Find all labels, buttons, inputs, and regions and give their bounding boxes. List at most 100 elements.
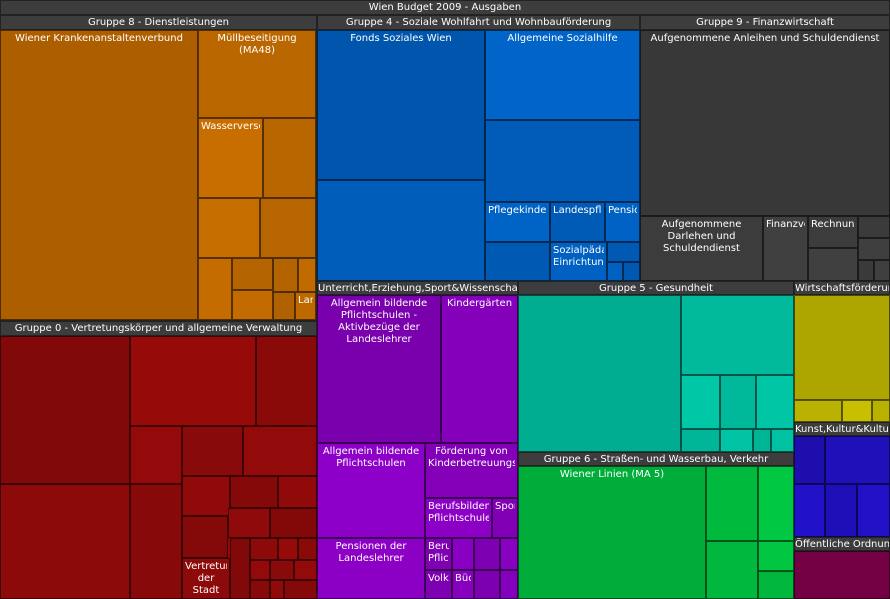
treemap-cell[interactable] [298, 538, 317, 560]
treemap-cell[interactable] [518, 295, 681, 452]
treemap-cell[interactable] [228, 508, 270, 538]
treemap-cell[interactable] [474, 570, 500, 599]
treemap-cell[interactable] [198, 258, 232, 320]
treemap-cell[interactable] [720, 375, 756, 429]
treemap-cell[interactable] [858, 238, 890, 260]
treemap-cell[interactable] [260, 198, 316, 258]
treemap-cell[interactable] [0, 484, 130, 599]
treemap-cell[interactable]: Kindergärten [441, 295, 518, 443]
treemap-cell[interactable]: Pensionen [605, 202, 640, 242]
treemap-cell[interactable] [681, 295, 794, 375]
treemap-cell[interactable] [270, 508, 317, 538]
treemap-cell[interactable]: Volksbildung [425, 570, 452, 599]
treemap-cell[interactable] [794, 551, 890, 599]
treemap-cell[interactable] [250, 560, 270, 580]
treemap-cell[interactable]: Allgemeine Sozialhilfe [485, 30, 640, 120]
treemap-cell[interactable] [130, 484, 182, 599]
treemap-cell[interactable] [182, 426, 243, 476]
treemap-cell[interactable] [270, 580, 284, 599]
treemap-cell[interactable]: Vertretungskörper der Stadt [182, 558, 230, 599]
treemap-cell[interactable]: Rechnungsabschluss [808, 216, 858, 248]
treemap-cell[interactable] [485, 242, 550, 281]
treemap-cell[interactable] [230, 538, 250, 599]
treemap-cell[interactable] [278, 538, 298, 560]
treemap-cell[interactable] [858, 216, 890, 238]
treemap-cell[interactable]: Förderung von Kinderbetreuungseinrichtun… [425, 443, 518, 498]
treemap-cell[interactable] [753, 429, 771, 452]
treemap-cell[interactable] [250, 538, 278, 560]
treemap-cell[interactable] [232, 290, 273, 320]
treemap-cell[interactable] [808, 248, 858, 281]
treemap-cell[interactable]: Allgemein bildende Pflichtschulen - Akti… [317, 295, 441, 443]
treemap-cell[interactable] [825, 484, 857, 537]
treemap-cell[interactable] [758, 541, 794, 571]
treemap-cell[interactable] [485, 120, 640, 202]
treemap-cell[interactable]: Pflegekindereinrichtungen [485, 202, 550, 242]
treemap-cell[interactable] [825, 436, 890, 484]
treemap-cell[interactable] [500, 538, 518, 570]
treemap-cell[interactable] [842, 400, 872, 422]
treemap-cell[interactable]: Allgemein bildende Pflichtschulen [317, 443, 425, 538]
treemap-cell[interactable] [256, 336, 317, 426]
treemap-cell[interactable]: Fonds Soziales Wien [317, 30, 485, 180]
treemap-cell[interactable] [771, 429, 794, 452]
treemap-cell[interactable] [243, 426, 317, 476]
treemap-cell[interactable] [857, 484, 890, 537]
treemap-cell[interactable] [270, 560, 294, 580]
treemap-cell[interactable] [182, 516, 228, 558]
treemap-cell[interactable]: Finanzverwaltung [763, 216, 808, 281]
treemap-cell[interactable] [872, 400, 890, 422]
treemap-cell[interactable] [720, 429, 753, 452]
treemap-cell[interactable] [230, 476, 278, 508]
treemap-cell[interactable] [130, 426, 182, 484]
treemap-cell[interactable] [623, 262, 640, 281]
treemap-cell[interactable]: Müllbeseitigung (MA48) [198, 30, 316, 118]
treemap-cell[interactable] [294, 560, 317, 580]
treemap-cell[interactable] [794, 436, 825, 484]
treemap-cell[interactable]: Wiener Linien (MA 5) [518, 466, 706, 599]
treemap-cell[interactable] [681, 429, 720, 452]
treemap-cell[interactable] [706, 466, 758, 541]
treemap-cell[interactable] [284, 580, 317, 599]
treemap-cell[interactable] [452, 538, 474, 570]
treemap-cell[interactable] [874, 260, 890, 281]
treemap-cell[interactable] [263, 118, 316, 198]
treemap-cell[interactable]: Büchereien [452, 570, 474, 599]
treemap-cell[interactable]: Aufgenommene Darlehen und Schuldendienst [640, 216, 763, 281]
treemap-cell[interactable]: Sozialpädagogische Einrichtungen [550, 242, 607, 281]
treemap-cell[interactable] [198, 198, 260, 258]
treemap-cell[interactable] [681, 375, 720, 429]
treemap-cell[interactable] [298, 258, 316, 292]
treemap-cell[interactable]: Berufsbildende Pflichtschulen [425, 538, 452, 570]
treemap-cell[interactable]: Sport [492, 498, 518, 538]
treemap-cell[interactable] [317, 180, 485, 281]
cell-label: Wiener Linien (MA 5) [559, 469, 665, 480]
treemap-cell[interactable] [474, 538, 500, 570]
treemap-cell[interactable] [858, 260, 874, 281]
treemap-cell[interactable] [500, 570, 518, 599]
treemap-cell[interactable] [756, 375, 794, 429]
treemap-cell[interactable]: Wasserversorgung [198, 118, 263, 198]
treemap-cell[interactable]: Aufgenommene Anleihen und Schuldendienst [640, 30, 890, 216]
treemap-cell[interactable]: Pensionen der Landeslehrer [317, 538, 425, 599]
treemap-cell[interactable] [232, 258, 273, 290]
treemap-cell[interactable] [607, 242, 640, 262]
treemap-cell[interactable] [758, 571, 794, 599]
treemap-cell[interactable] [794, 295, 890, 400]
treemap-cell[interactable] [794, 400, 842, 422]
treemap-cell[interactable] [0, 336, 130, 484]
treemap-cell[interactable] [278, 476, 317, 508]
treemap-cell[interactable] [130, 336, 256, 426]
treemap-cell[interactable] [182, 476, 230, 516]
treemap-cell[interactable] [794, 484, 825, 537]
treemap-cell[interactable] [250, 580, 270, 599]
treemap-cell[interactable] [273, 292, 295, 320]
treemap-cell[interactable] [758, 466, 794, 541]
treemap-cell[interactable] [273, 258, 298, 292]
treemap-cell[interactable] [706, 541, 758, 599]
treemap-cell[interactable]: Landespflegegeld [550, 202, 605, 242]
treemap-cell[interactable]: Berufsbildende Pflichtschulen [425, 498, 492, 538]
treemap-cell[interactable]: Wiener Krankenanstaltenverbund [0, 30, 198, 320]
treemap-cell[interactable]: Landwirtschaft [295, 292, 316, 320]
treemap-cell[interactable] [607, 262, 623, 281]
